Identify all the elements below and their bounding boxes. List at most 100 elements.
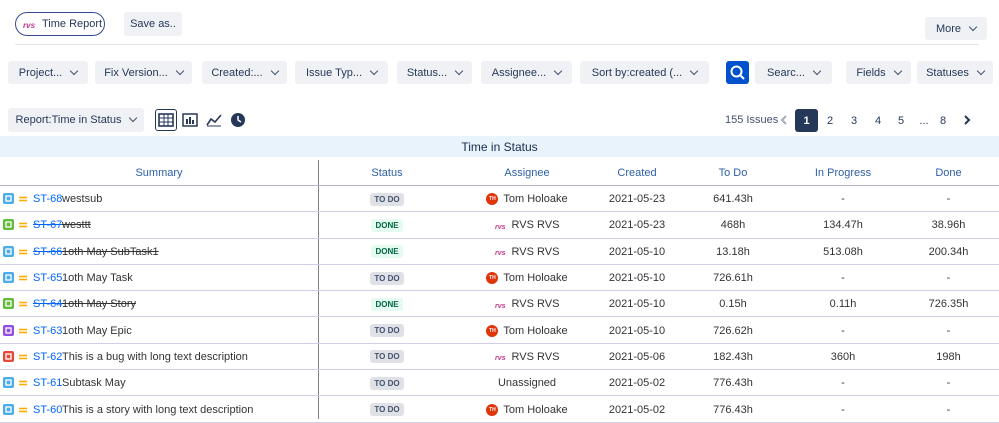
view-toggle[interactable]	[155, 109, 177, 131]
chevron	[893, 66, 902, 75]
view-toggle[interactable]	[179, 109, 201, 131]
filter-label: Status...	[406, 66, 448, 79]
table-title-band: Time in Status	[0, 136, 999, 157]
assignee-name: RVS RVS	[511, 245, 560, 258]
status-badge: TO DO	[370, 376, 404, 390]
report-select[interactable]: Report:Time in Status	[8, 108, 144, 132]
filter-dropdown[interactable]: Assignee...	[481, 61, 572, 84]
page-button[interactable]: 2	[826, 114, 834, 127]
issue-key[interactable]: ST-64	[33, 298, 63, 311]
page-button[interactable]: ...	[919, 114, 929, 127]
rvs-avatar: rvs	[495, 352, 507, 362]
filter-label: Statuses	[926, 66, 969, 79]
page-button[interactable]: 1	[795, 109, 818, 132]
cell-todo: 726.62h	[713, 324, 753, 337]
filter-dropdown[interactable]: Created:...	[202, 61, 287, 84]
save-as-button[interactable]: Save as..	[124, 12, 182, 36]
assignee-name: Tom Holoake	[503, 324, 568, 337]
status-cell: TO DO	[318, 318, 456, 344]
filter-dropdown[interactable]: Searc...	[755, 61, 832, 84]
column-header[interactable]: Assignee	[504, 166, 550, 179]
chevron	[812, 66, 822, 75]
column-header[interactable]: In Progress	[814, 166, 872, 179]
issue-key[interactable]: ST-63	[33, 324, 63, 337]
cell-created: 2021-05-06	[608, 350, 666, 363]
page-button[interactable]: 5	[897, 114, 905, 127]
assignee-cell: TH Tom Holoake	[458, 186, 596, 212]
status-badge: DONE	[371, 297, 403, 311]
filter-label: Searc...	[767, 66, 805, 79]
cell-done: 38.96h	[931, 219, 966, 232]
cell-in-progress: -	[841, 193, 845, 206]
priority-icon	[18, 194, 28, 204]
button-label: Time Report	[42, 18, 103, 30]
issue-summary: 1oth May Task	[62, 272, 133, 285]
issue-summary: Subtask May	[62, 377, 126, 390]
page-arrow[interactable]	[778, 113, 790, 127]
view-toggle[interactable]	[227, 109, 249, 131]
priority-icon	[18, 220, 28, 230]
chevron	[69, 66, 79, 75]
view-icon	[231, 113, 245, 127]
arrow-icon	[964, 115, 971, 125]
filter-dropdown[interactable]: Fields	[846, 61, 911, 84]
filter-dropdown[interactable]: Fix Version...	[95, 61, 192, 84]
issue-key[interactable]: ST-61	[33, 377, 63, 390]
report-label: Report:Time in Status	[15, 114, 122, 126]
logo-mark: rvs	[23, 21, 36, 30]
priority-icon	[18, 273, 28, 283]
chevron	[553, 66, 563, 75]
column-header[interactable]: To Do	[718, 166, 748, 179]
table-row: ST-68 westsub TO DO TH Tom Holoake 2021-05-23…	[0, 186, 999, 213]
filter-dropdown[interactable]: Status...	[397, 61, 472, 84]
status-cell: TO DO	[318, 344, 456, 370]
view-toggle[interactable]	[203, 109, 225, 131]
column-header[interactable]: Status	[371, 166, 403, 179]
issue-summary: 1oth May SubTask1	[62, 245, 159, 258]
divider	[15, 44, 979, 45]
table-row: ST-65 1oth May Task TO DO TH Tom Holoake 2021…	[0, 265, 999, 292]
page-arrow[interactable]	[961, 113, 973, 127]
issue-key[interactable]: ST-67	[33, 219, 63, 232]
issue-key[interactable]: ST-65	[33, 272, 63, 285]
more-button[interactable]: More	[925, 17, 987, 40]
filter-dropdown[interactable]: Sort by:created (...	[580, 61, 709, 84]
issue-key[interactable]: ST-62	[33, 350, 63, 363]
column-header[interactable]: Created	[617, 166, 657, 179]
assignee-cell: Unassigned	[458, 370, 596, 396]
issue-key[interactable]: ST-66	[33, 245, 63, 258]
issue-summary: westtt	[62, 219, 91, 232]
page-button[interactable]: 4	[874, 114, 882, 127]
priority-glyph	[19, 249, 27, 255]
cell-done: -	[946, 377, 951, 390]
page-button[interactable]: 8	[939, 114, 947, 127]
search-button[interactable]	[726, 61, 749, 84]
issue-key[interactable]: ST-60	[33, 403, 63, 416]
assignee-cell: rvs RVS RVS	[458, 239, 596, 265]
priority-icon	[18, 378, 28, 388]
issue-key[interactable]: ST-68	[33, 193, 63, 206]
table-row: ST-63 1oth May Epic TO DO TH Tom Holoake 2021…	[0, 318, 999, 344]
filter-dropdown[interactable]: Project...	[8, 61, 88, 84]
cell-done: -	[946, 193, 951, 206]
rvs-avatar: rvs	[495, 221, 507, 231]
filter-dropdown[interactable]: Issue Typ...	[295, 61, 388, 84]
chevron	[270, 66, 279, 75]
view-icon	[182, 113, 198, 127]
cell-in-progress: -	[841, 324, 845, 337]
page-button[interactable]: 3	[850, 114, 858, 127]
button-label: More	[935, 22, 962, 35]
issue-type-icon	[3, 298, 14, 310]
issue-summary: 1oth May Epic	[62, 324, 132, 337]
status-cell: TO DO	[318, 186, 456, 212]
chevron	[689, 66, 699, 75]
status-badge: TO DO	[370, 192, 404, 206]
table-row: ST-61 Subtask May TO DO Unassigned 2021-05-0…	[0, 370, 999, 397]
filter-dropdown[interactable]: Statuses	[917, 61, 993, 84]
search-icon	[730, 65, 745, 80]
time-report-button[interactable]: rvs Time Report	[15, 12, 105, 36]
column-header[interactable]: Summary	[135, 166, 183, 179]
priority-glyph	[19, 302, 27, 307]
column-header[interactable]: Done	[935, 166, 962, 179]
table-row: ST-67 westtt DONE rvs RVS RVS 2021-05-23 468h 1…	[0, 212, 999, 239]
